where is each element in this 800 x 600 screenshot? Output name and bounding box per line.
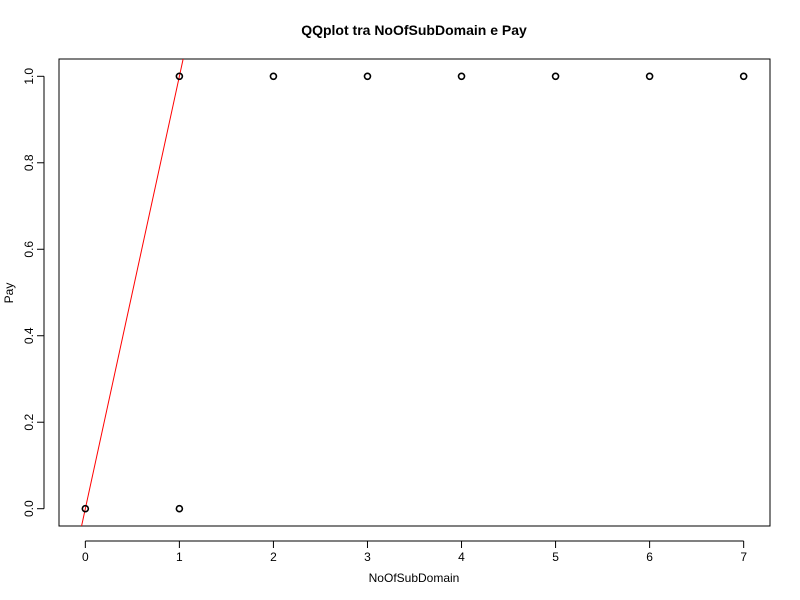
data-point <box>81 504 90 513</box>
x-tick-label: 1 <box>176 550 183 564</box>
x-axis-title: NoOfSubDomain <box>369 571 460 585</box>
x-tick-label: 0 <box>82 550 89 564</box>
data-point <box>175 72 184 81</box>
x-tick-label: 6 <box>646 550 653 564</box>
qq-reference-line <box>81 59 184 526</box>
data-point <box>363 72 372 81</box>
data-point <box>739 72 748 81</box>
plot-frame <box>58 58 771 527</box>
y-tick-label: 0.2 <box>22 414 36 431</box>
y-tick-label: 0.0 <box>22 500 36 517</box>
x-tick-label: 3 <box>364 550 371 564</box>
data-point <box>457 72 466 81</box>
plot-area: 0 1 2 3 4 5 6 7 0.0 0.2 0.4 0.6 0.8 1.0 <box>22 58 771 564</box>
x-tick-label: 4 <box>458 550 465 564</box>
y-tick-label: 0.4 <box>22 327 36 344</box>
x-tick-label: 5 <box>552 550 559 564</box>
x-tick-label: 2 <box>270 550 277 564</box>
x-tick-label: 7 <box>740 550 747 564</box>
data-point <box>551 72 560 81</box>
data-point <box>269 72 278 81</box>
y-tick-label: 0.6 <box>22 241 36 258</box>
chart-title: QQplot tra NoOfSubDomain e Pay <box>301 22 527 38</box>
data-point <box>175 504 184 513</box>
y-axis-title: Pay <box>2 283 16 304</box>
y-tick-label: 0.8 <box>22 154 36 171</box>
data-point <box>645 72 654 81</box>
y-tick-label: 1.0 <box>22 68 36 85</box>
